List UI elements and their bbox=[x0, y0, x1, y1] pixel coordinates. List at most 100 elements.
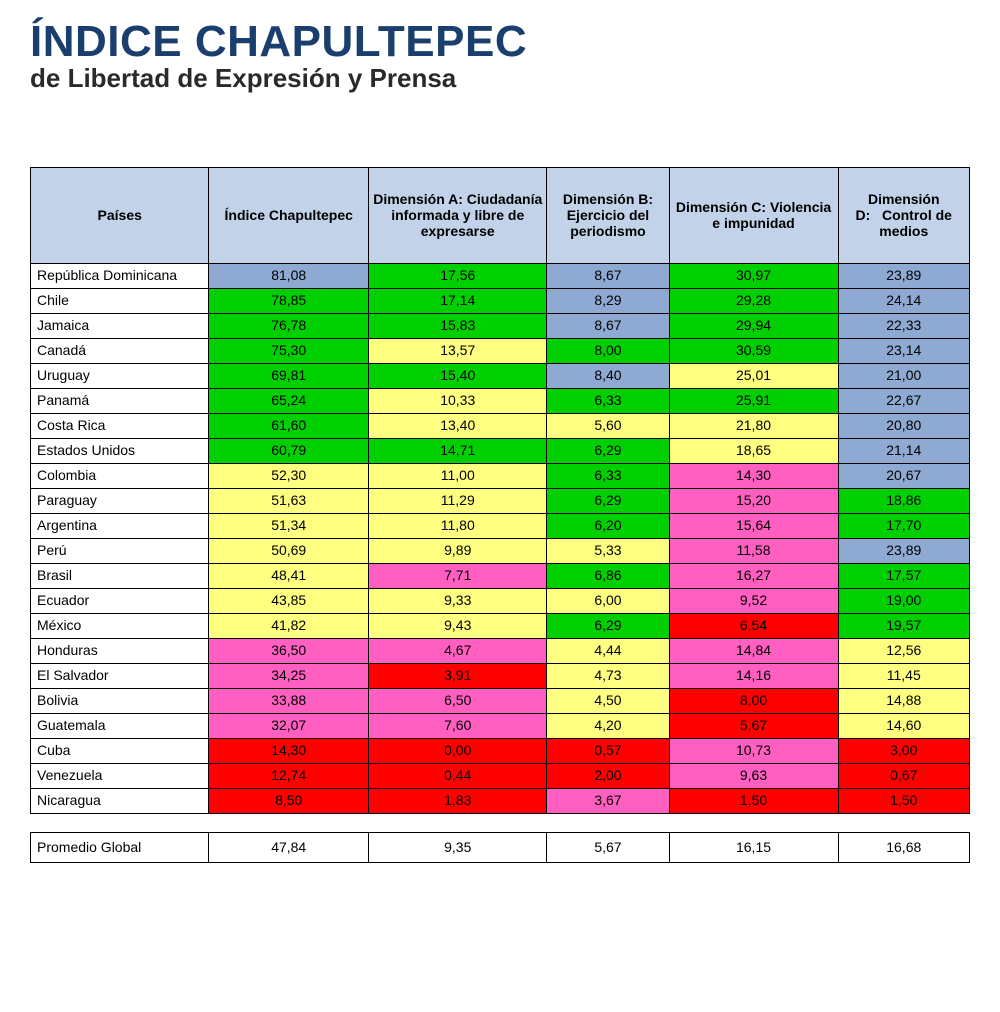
value-cell: 14,88 bbox=[838, 688, 969, 713]
table-row: Jamaica76,7815,838,6729,9422,33 bbox=[31, 313, 970, 338]
table-row: El Salvador34,253,914,7314,1611,45 bbox=[31, 663, 970, 688]
table-row: Argentina51,3411,806,2015,6417,70 bbox=[31, 513, 970, 538]
country-cell: Panamá bbox=[31, 388, 209, 413]
table-row: Ecuador43,859,336,009,5219,00 bbox=[31, 588, 970, 613]
value-cell: 6,20 bbox=[547, 513, 669, 538]
value-cell: 29,28 bbox=[669, 288, 838, 313]
value-cell: 41,82 bbox=[209, 613, 369, 638]
value-cell: 22,33 bbox=[838, 313, 969, 338]
table-row: Paraguay51,6311,296,2915,2018,86 bbox=[31, 488, 970, 513]
value-cell: 0,44 bbox=[369, 763, 547, 788]
table-row: Perú50,699,895,3311,5823,89 bbox=[31, 538, 970, 563]
value-cell: 9,63 bbox=[669, 763, 838, 788]
country-cell: Argentina bbox=[31, 513, 209, 538]
value-cell: 23,14 bbox=[838, 338, 969, 363]
value-cell: 0,00 bbox=[369, 738, 547, 763]
table-row: Colombia52,3011,006,3314,3020,67 bbox=[31, 463, 970, 488]
table-row: Honduras36,504,674,4414,8412,56 bbox=[31, 638, 970, 663]
value-cell: 69,81 bbox=[209, 363, 369, 388]
value-cell: 30,97 bbox=[669, 263, 838, 288]
value-cell: 22,67 bbox=[838, 388, 969, 413]
value-cell: 6,29 bbox=[547, 488, 669, 513]
country-cell: Cuba bbox=[31, 738, 209, 763]
average-value: 16,15 bbox=[669, 832, 838, 862]
value-cell: 6,29 bbox=[547, 438, 669, 463]
country-cell: República Dominicana bbox=[31, 263, 209, 288]
table-body: República Dominicana81,0817,568,6730,972… bbox=[31, 263, 970, 813]
value-cell: 4,44 bbox=[547, 638, 669, 663]
value-cell: 61,60 bbox=[209, 413, 369, 438]
value-cell: 8,29 bbox=[547, 288, 669, 313]
value-cell: 52,30 bbox=[209, 463, 369, 488]
value-cell: 24,14 bbox=[838, 288, 969, 313]
value-cell: 17,14 bbox=[369, 288, 547, 313]
value-cell: 0,67 bbox=[838, 763, 969, 788]
average-label: Promedio Global bbox=[31, 832, 209, 862]
value-cell: 6,33 bbox=[547, 463, 669, 488]
value-cell: 11,29 bbox=[369, 488, 547, 513]
table-row: Nicaragua8,501,833,671,501,50 bbox=[31, 788, 970, 813]
value-cell: 6,86 bbox=[547, 563, 669, 588]
value-cell: 10,73 bbox=[669, 738, 838, 763]
value-cell: 0,57 bbox=[547, 738, 669, 763]
value-cell: 21,14 bbox=[838, 438, 969, 463]
value-cell: 6,00 bbox=[547, 588, 669, 613]
value-cell: 50,69 bbox=[209, 538, 369, 563]
value-cell: 2,00 bbox=[547, 763, 669, 788]
country-cell: Honduras bbox=[31, 638, 209, 663]
value-cell: 15,83 bbox=[369, 313, 547, 338]
value-cell: 5,60 bbox=[547, 413, 669, 438]
value-cell: 14,60 bbox=[838, 713, 969, 738]
value-cell: 14,30 bbox=[669, 463, 838, 488]
country-cell: Jamaica bbox=[31, 313, 209, 338]
value-cell: 14,30 bbox=[209, 738, 369, 763]
value-cell: 8,67 bbox=[547, 313, 669, 338]
value-cell: 14,84 bbox=[669, 638, 838, 663]
value-cell: 14,16 bbox=[669, 663, 838, 688]
average-value: 5,67 bbox=[547, 832, 669, 862]
page: ÍNDICE CHAPULTEPEC de Libertad de Expres… bbox=[0, 0, 1000, 903]
index-table: PaísesÍndice ChapultepecDimensión A: Ciu… bbox=[30, 167, 970, 814]
title-main: ÍNDICE CHAPULTEPEC bbox=[30, 20, 970, 64]
value-cell: 1,50 bbox=[838, 788, 969, 813]
value-cell: 51,63 bbox=[209, 488, 369, 513]
country-cell: Costa Rica bbox=[31, 413, 209, 438]
average-value: 9,35 bbox=[369, 832, 547, 862]
value-cell: 21,80 bbox=[669, 413, 838, 438]
table-row: Costa Rica61,6013,405,6021,8020,80 bbox=[31, 413, 970, 438]
value-cell: 6,50 bbox=[369, 688, 547, 713]
value-cell: 19,00 bbox=[838, 588, 969, 613]
average-row: Promedio Global47,849,355,6716,1516,68 bbox=[31, 832, 970, 862]
table-row: Guatemala32,077,604,205,6714,60 bbox=[31, 713, 970, 738]
value-cell: 43,85 bbox=[209, 588, 369, 613]
country-cell: Brasil bbox=[31, 563, 209, 588]
value-cell: 8,50 bbox=[209, 788, 369, 813]
value-cell: 4,20 bbox=[547, 713, 669, 738]
country-cell: Estados Unidos bbox=[31, 438, 209, 463]
value-cell: 9,52 bbox=[669, 588, 838, 613]
value-cell: 65,24 bbox=[209, 388, 369, 413]
value-cell: 25,91 bbox=[669, 388, 838, 413]
table-row: Bolivia33,886,504,508,0014,88 bbox=[31, 688, 970, 713]
value-cell: 6,33 bbox=[547, 388, 669, 413]
country-cell: Colombia bbox=[31, 463, 209, 488]
value-cell: 17,70 bbox=[838, 513, 969, 538]
value-cell: 30,59 bbox=[669, 338, 838, 363]
table-row: Estados Unidos60,7914,716,2918,6521,14 bbox=[31, 438, 970, 463]
value-cell: 33,88 bbox=[209, 688, 369, 713]
value-cell: 48,41 bbox=[209, 563, 369, 588]
value-cell: 9,43 bbox=[369, 613, 547, 638]
value-cell: 11,80 bbox=[369, 513, 547, 538]
table-row: Cuba14,300,000,5710,733,00 bbox=[31, 738, 970, 763]
col-header-4: Dimensión C: Violencia e impunidad bbox=[669, 167, 838, 263]
value-cell: 25,01 bbox=[669, 363, 838, 388]
country-cell: El Salvador bbox=[31, 663, 209, 688]
value-cell: 20,67 bbox=[838, 463, 969, 488]
country-cell: Bolivia bbox=[31, 688, 209, 713]
value-cell: 20,80 bbox=[838, 413, 969, 438]
value-cell: 32,07 bbox=[209, 713, 369, 738]
value-cell: 4,73 bbox=[547, 663, 669, 688]
country-cell: Paraguay bbox=[31, 488, 209, 513]
value-cell: 13,40 bbox=[369, 413, 547, 438]
value-cell: 21,00 bbox=[838, 363, 969, 388]
